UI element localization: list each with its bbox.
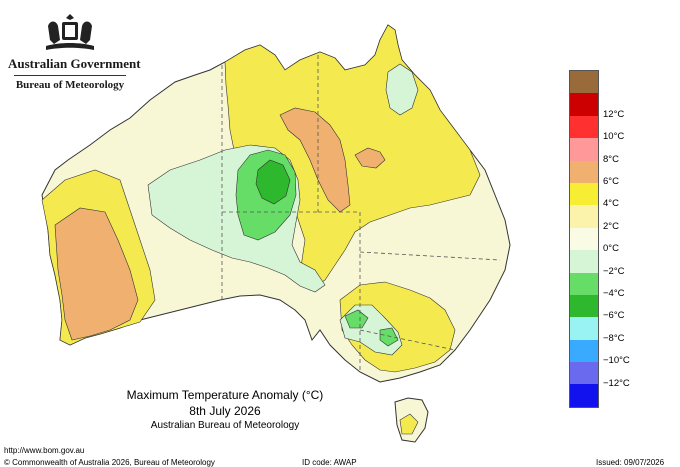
legend-swatch: [570, 384, 598, 407]
border-nsw-vic: [359, 329, 456, 351]
legend-swatch: [570, 205, 598, 228]
bureau-name: Bureau of Meteorology: [15, 79, 125, 91]
border-qld-nsw: [359, 251, 501, 261]
legend-color-bar: [569, 70, 599, 408]
legend-label: −2°C: [603, 265, 625, 277]
legend-swatch: [570, 115, 598, 139]
legend-swatch: [570, 362, 598, 385]
title-line-2: 8th July 2026: [189, 404, 261, 418]
map-title: Maximum Temperature Anomaly (°C) 8th Jul…: [110, 388, 340, 431]
legend-label: 4°C: [603, 198, 619, 210]
state-borders: [221, 55, 501, 370]
legend-label: −6°C: [603, 310, 625, 322]
legend-swatch: [570, 339, 598, 363]
branding-divider: [14, 75, 126, 76]
legend-swatch: [570, 93, 598, 116]
legend-label: 0°C: [603, 243, 619, 255]
legend-swatch: [570, 71, 598, 94]
legend-label: 10°C: [603, 131, 625, 143]
footer-url: http://www.bom.gov.au: [4, 446, 85, 455]
legend-swatch: [570, 317, 598, 340]
legend-label: 12°C: [603, 108, 625, 120]
government-branding: Australian Government Bureau of Meteorol…: [8, 10, 141, 91]
legend-swatch: [570, 272, 598, 295]
region-warm-tasmania: [399, 413, 419, 435]
legend-label: −8°C: [603, 332, 625, 344]
legend-label: 6°C: [603, 176, 619, 187]
legend-swatch: [570, 227, 598, 251]
legend-label: −12°C: [603, 377, 630, 389]
legend-label: −10°C: [603, 355, 630, 367]
footer-copyright: © Commonwealth of Australia 2026, Bureau…: [4, 458, 215, 467]
region-coldest-central: [255, 159, 291, 205]
footer-issued: Issued: 09/07/2026: [596, 458, 665, 467]
title-line-1: Maximum Temperature Anomaly (°C): [126, 388, 324, 402]
legend-label: −4°C: [603, 288, 625, 299]
legend-swatch: [570, 160, 598, 183]
region-hot-central: [279, 107, 351, 213]
legend-swatch: [570, 294, 598, 318]
region-hot-east: [354, 147, 386, 169]
region-warm-south: [339, 281, 456, 373]
region-cool-northeast: [385, 63, 419, 116]
legend-swatch: [570, 138, 598, 161]
title-line-3: Australian Bureau of Meteorology: [150, 420, 300, 431]
legend-label: 2°C: [603, 220, 619, 232]
government-name: Australian Government: [8, 56, 141, 71]
legend-swatch: [570, 182, 598, 206]
region-cold-southeast: [344, 309, 369, 329]
coat-of-arms-icon: [46, 14, 94, 50]
region-hot-west: [54, 207, 139, 341]
region-cold-victoria: [379, 327, 399, 347]
legend-label: 8°C: [603, 153, 619, 165]
footer-id-code: ID code: AWAP: [302, 458, 357, 467]
legend-swatch: [570, 250, 598, 273]
